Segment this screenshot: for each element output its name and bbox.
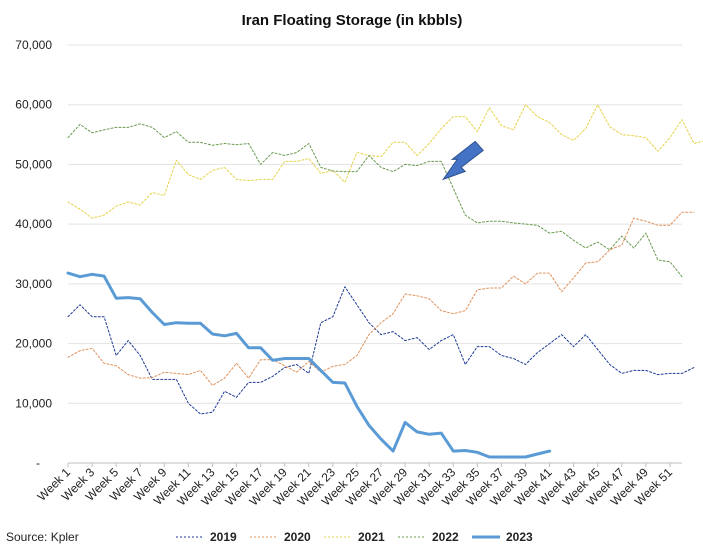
gridlines (68, 44, 682, 404)
legend-label-2023: 2023 (506, 530, 533, 544)
y-tick-label: 40,000 (15, 217, 52, 231)
y-tick-label: - (36, 456, 40, 470)
legend-label-2022: 2022 (432, 530, 459, 544)
annotation-arrow (441, 140, 484, 181)
y-tick-label: 30,000 (15, 277, 52, 291)
chart-title: Iran Floating Storage (in kbbls) (242, 12, 463, 29)
legend: 2019 2020 2021 2022 2023 (176, 530, 533, 544)
series-line-2020 (67, 211, 695, 386)
legend-label-2020: 2020 (284, 530, 311, 544)
y-tick-label: 20,000 (15, 337, 52, 351)
y-tick-label: 10,000 (15, 396, 52, 410)
y-tick-label: 70,000 (15, 38, 52, 52)
series-line-2021 (67, 104, 703, 219)
series-lines (66, 104, 703, 459)
series-line-2019 (67, 286, 695, 415)
legend-label-2019: 2019 (210, 530, 237, 544)
y-tick-label: 50,000 (15, 157, 52, 171)
legend-label-2021: 2021 (358, 530, 385, 544)
annotation (441, 140, 484, 181)
series-line-2022 (67, 123, 683, 278)
series-line-2023 (66, 271, 552, 459)
y-tick-label: 60,000 (15, 98, 52, 112)
source-note: Source: Kpler (6, 530, 79, 544)
y-axis-ticks: - 10,000 20,000 30,000 40,000 50,000 60,000 70,… (15, 38, 52, 470)
